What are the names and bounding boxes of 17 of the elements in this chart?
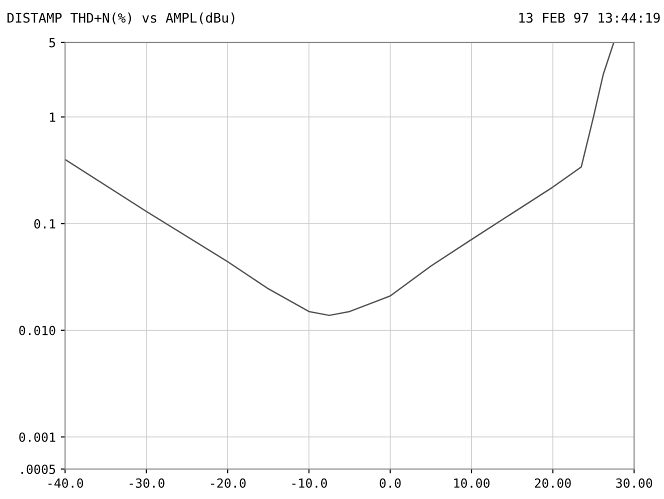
text: 13 FEB 97 13:44:19 — [519, 12, 660, 23]
chart-title: DISTAMP THD+N(%) vs AMPL(dBu) — [8, 12, 234, 24]
x-tick-label: -10.0 — [292, 478, 327, 488]
y-tick-label: 0.010 — [19, 326, 56, 336]
y-tick-label: 1 — [50, 112, 56, 122]
y-tick-label: 0.001 — [19, 432, 56, 442]
x-tick-label: 10.00 — [454, 478, 490, 488]
x-tick-label: -20.0 — [211, 478, 246, 488]
x-tick-label: 30.00 — [616, 478, 652, 488]
x-tick-label: 0.0 — [380, 478, 401, 488]
x-tick-label: -30.0 — [130, 478, 164, 488]
y-tick-label: .0005 — [21, 464, 56, 474]
line-series — [65, 42, 614, 316]
y-tick-label: 0.1 — [34, 219, 56, 229]
x-tick-label: 20.00 — [534, 478, 571, 488]
x-tick-label: -40.0 — [48, 478, 84, 488]
y-tick-label: 5 — [49, 38, 56, 48]
